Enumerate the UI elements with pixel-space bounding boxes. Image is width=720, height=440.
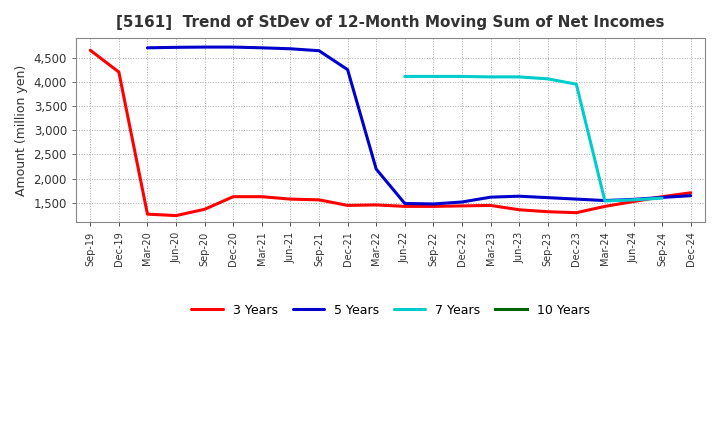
7 Years bbox=[658, 195, 667, 201]
5 Years bbox=[143, 45, 152, 51]
5 Years bbox=[629, 197, 638, 202]
5 Years bbox=[286, 46, 294, 51]
3 Years bbox=[686, 190, 695, 195]
7 Years bbox=[629, 197, 638, 202]
5 Years bbox=[572, 197, 580, 202]
5 Years bbox=[315, 48, 323, 53]
5 Years bbox=[372, 166, 380, 172]
7 Years bbox=[600, 198, 609, 204]
3 Years bbox=[400, 204, 409, 209]
Line: 5 Years: 5 Years bbox=[148, 47, 690, 204]
3 Years bbox=[86, 48, 94, 53]
5 Years bbox=[171, 45, 180, 50]
5 Years bbox=[658, 195, 667, 200]
3 Years bbox=[515, 207, 523, 213]
5 Years bbox=[229, 44, 238, 50]
7 Years bbox=[544, 76, 552, 81]
5 Years bbox=[515, 194, 523, 199]
5 Years bbox=[343, 67, 352, 72]
Line: 7 Years: 7 Years bbox=[405, 77, 662, 201]
3 Years bbox=[600, 204, 609, 209]
3 Years bbox=[114, 70, 123, 75]
3 Years bbox=[229, 194, 238, 199]
3 Years bbox=[429, 204, 438, 209]
7 Years bbox=[515, 74, 523, 80]
Title: [5161]  Trend of StDev of 12-Month Moving Sum of Net Incomes: [5161] Trend of StDev of 12-Month Moving… bbox=[116, 15, 665, 30]
5 Years bbox=[258, 45, 266, 51]
3 Years bbox=[629, 199, 638, 204]
5 Years bbox=[200, 44, 209, 50]
3 Years bbox=[143, 212, 152, 217]
3 Years bbox=[286, 197, 294, 202]
Y-axis label: Amount (million yen): Amount (million yen) bbox=[15, 65, 28, 196]
5 Years bbox=[686, 193, 695, 198]
3 Years bbox=[258, 194, 266, 199]
3 Years bbox=[572, 210, 580, 215]
5 Years bbox=[400, 201, 409, 206]
Legend: 3 Years, 5 Years, 7 Years, 10 Years: 3 Years, 5 Years, 7 Years, 10 Years bbox=[186, 299, 595, 322]
3 Years bbox=[315, 197, 323, 202]
7 Years bbox=[486, 74, 495, 80]
3 Years bbox=[658, 194, 667, 199]
5 Years bbox=[458, 199, 467, 205]
7 Years bbox=[400, 74, 409, 79]
3 Years bbox=[343, 203, 352, 208]
Line: 3 Years: 3 Years bbox=[90, 50, 690, 216]
3 Years bbox=[372, 202, 380, 208]
7 Years bbox=[429, 74, 438, 79]
3 Years bbox=[171, 213, 180, 218]
5 Years bbox=[486, 194, 495, 200]
5 Years bbox=[600, 198, 609, 203]
5 Years bbox=[544, 195, 552, 200]
7 Years bbox=[572, 81, 580, 87]
3 Years bbox=[200, 207, 209, 212]
3 Years bbox=[544, 209, 552, 214]
3 Years bbox=[486, 203, 495, 208]
7 Years bbox=[458, 74, 467, 79]
3 Years bbox=[458, 203, 467, 209]
5 Years bbox=[429, 202, 438, 207]
